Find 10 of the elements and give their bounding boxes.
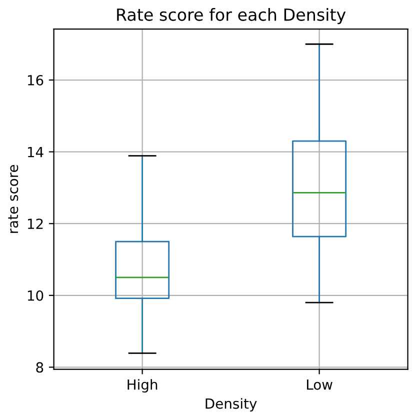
y-tick-label: 14 xyxy=(28,146,44,158)
y-tick-label: 8 xyxy=(36,362,44,373)
chart-title: Rate score for each Density xyxy=(117,8,346,24)
y-tick-label: 12 xyxy=(28,218,43,229)
x-tick-label: High xyxy=(128,379,158,393)
y-axis-title: rate score xyxy=(8,164,18,233)
x-axis-title: Density xyxy=(206,398,257,412)
x-tick-label: Low xyxy=(306,380,332,390)
y-tick-label: 16 xyxy=(28,74,44,86)
y-tick-label: 10 xyxy=(28,290,44,301)
